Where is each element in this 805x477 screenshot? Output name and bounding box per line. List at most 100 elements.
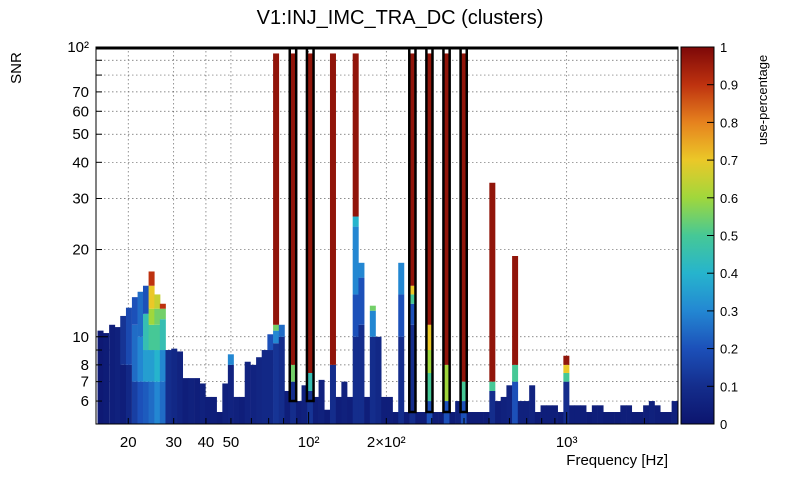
heatmap-bin (495, 401, 502, 424)
heatmap-bin (631, 412, 638, 424)
heatmap-bin (250, 364, 257, 424)
heatmap-bin (329, 53, 336, 365)
x-tick-label: 50 (223, 434, 240, 451)
heatmap-bin (188, 378, 195, 424)
outlined-band (425, 47, 434, 414)
heatmap-bin (273, 53, 280, 325)
heatmap-bin (210, 396, 217, 424)
heatmap-bin (569, 405, 576, 424)
heatmap-bin (398, 294, 405, 337)
heatmap-bin (506, 385, 513, 424)
heatmap-bin (177, 351, 184, 424)
heatmap-bin (142, 285, 149, 314)
heatmap-bin (154, 350, 161, 382)
heatmap-bin (660, 412, 667, 424)
heatmap-bin (517, 401, 524, 424)
heatmap-bin (563, 364, 570, 373)
outlined-band (305, 47, 315, 403)
heatmap-bin (109, 324, 116, 424)
heatmap-bin (290, 364, 297, 382)
heatmap-bin (369, 310, 376, 337)
heatmap-bin (540, 405, 547, 424)
heatmap-bin (120, 315, 127, 365)
heatmap-bin (358, 324, 365, 424)
heatmap-bin (369, 336, 376, 424)
y-tick-label: 60 (72, 103, 89, 120)
heatmap-bin (409, 303, 416, 325)
heatmap-bin (483, 412, 490, 424)
x-tick-label: 20 (120, 434, 137, 451)
heatmap-bin (227, 354, 234, 365)
heatmap-bin (307, 372, 314, 391)
grid (96, 46, 678, 424)
heatmap-bin (301, 385, 308, 424)
heatmap-bin (529, 385, 536, 424)
heatmap-bin (278, 324, 285, 337)
heatmap-bin (489, 390, 496, 424)
heatmap-bin (352, 216, 359, 227)
heatmap-bin (148, 308, 155, 325)
heatmap-bin (358, 262, 365, 278)
heatmap-bin (358, 277, 365, 325)
heatmap-bin (426, 350, 433, 373)
heatmap-bin (194, 378, 201, 424)
heatmap-bin (637, 412, 644, 424)
y-axis-label: SNR (8, 52, 25, 84)
heatmap-bin (159, 350, 166, 382)
heatmap-bin (665, 412, 672, 424)
heatmap-bin (386, 396, 393, 424)
heatmap-bin (233, 396, 240, 424)
heatmap-bin (443, 53, 450, 365)
heatmap-bin (256, 357, 263, 424)
heatmap-bin (97, 330, 104, 424)
heatmap-bin (142, 381, 149, 424)
heatmap-bin (512, 256, 519, 365)
heatmap-bin (125, 307, 132, 365)
heatmap-bin (620, 405, 627, 424)
heatmap-bin (489, 182, 496, 382)
heatmap-bin (648, 401, 655, 424)
y-tick-label: 30 (72, 191, 89, 208)
heatmap-bin (534, 412, 541, 424)
y-tick-label: 6 (81, 393, 89, 410)
heatmap-bin (148, 271, 155, 286)
heatmap-bin (415, 412, 422, 424)
colorbar-tick-label: 0.4 (720, 266, 738, 281)
x-tick-label: 10³ (556, 434, 578, 451)
heatmap-bin (148, 381, 155, 424)
heatmap-bin (449, 412, 456, 424)
heatmap-bin (426, 372, 433, 402)
heatmap-bin (421, 412, 427, 424)
heatmap-bin (546, 405, 553, 424)
y-tick-label: 40 (72, 154, 89, 171)
heatmap-bin (626, 405, 633, 424)
heatmap-bin (341, 381, 348, 424)
plot-frame (95, 46, 679, 425)
heatmap-bin (591, 405, 598, 424)
heatmap-bin (347, 396, 354, 424)
heatmap-bin (239, 396, 246, 424)
heatmap-bin (120, 364, 127, 424)
outlined-band (442, 47, 451, 414)
heatmap-bin (364, 396, 371, 424)
y-axis: 6 78 10 20 30 40 50 60 70 10² (67, 39, 108, 425)
heatmap-bin (335, 396, 342, 424)
heatmap-bin (159, 381, 166, 424)
y-tick-label: 50 (72, 126, 89, 143)
colorbar-tick-label: 0.7 (720, 153, 738, 168)
heatmap-bin (312, 396, 319, 424)
heatmap-bin (182, 378, 189, 424)
heatmap-bin (148, 350, 155, 382)
colorbar-tick-label: 0.9 (720, 78, 738, 93)
heatmap-bin (244, 361, 251, 424)
heatmap-bin (398, 262, 405, 295)
heatmap-bin (409, 53, 416, 286)
outlined-band (288, 47, 298, 403)
heatmap-bin (671, 401, 678, 424)
heatmap-bin (375, 336, 382, 424)
heatmap-bin (273, 343, 280, 424)
x-axis: 20 30 40 50 10² 2×10² 10³ (120, 412, 645, 451)
heatmap-bin (512, 364, 519, 382)
heatmap-bin (125, 364, 132, 424)
